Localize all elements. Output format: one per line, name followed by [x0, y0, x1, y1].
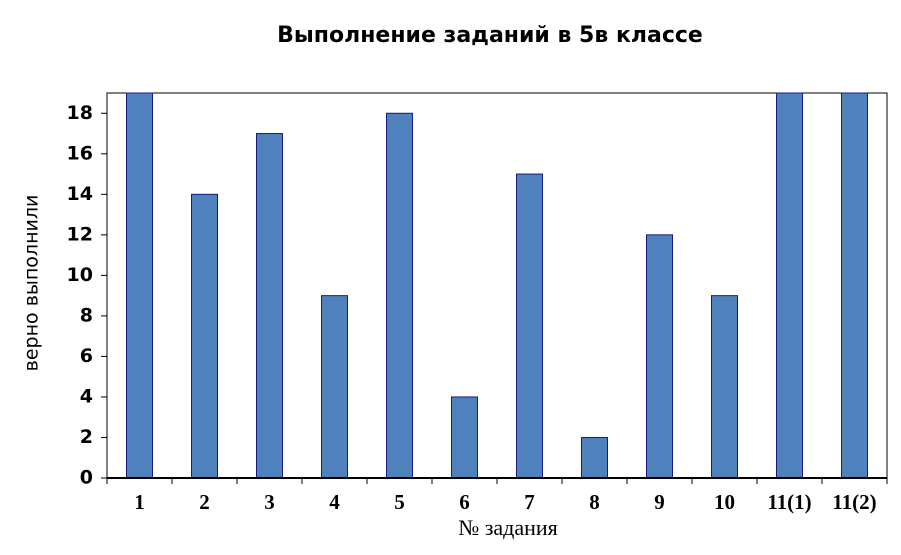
x-tick-label: 4: [329, 490, 340, 514]
x-tick-label: 9: [654, 490, 665, 514]
x-tick-label: 11(1): [767, 490, 811, 514]
y-tick-label: 2: [80, 426, 93, 448]
y-tick-label: 14: [67, 183, 93, 205]
bar: [516, 173, 543, 479]
chart-title: Выполнение заданий в 5в классе: [277, 23, 703, 48]
y-tick-label: 0: [80, 467, 93, 489]
bar: [841, 92, 868, 479]
x-axis-label: № задания: [458, 515, 558, 540]
x-tick-label: 5: [394, 490, 405, 514]
bar: [776, 92, 803, 479]
y-tick-label: 12: [67, 223, 93, 245]
bar: [646, 234, 673, 479]
bar: [581, 436, 608, 479]
bar: [711, 295, 738, 479]
x-tick-label: 10: [714, 490, 735, 514]
bar: [191, 193, 218, 479]
x-tick-label: 7: [524, 490, 535, 514]
bar: [321, 295, 348, 479]
bar: [451, 396, 478, 479]
y-tick-label: 4: [80, 385, 93, 407]
y-tick-label: 6: [80, 345, 93, 367]
x-tick-label: 1: [134, 490, 145, 514]
bar: [126, 92, 153, 479]
y-tick-label: 8: [80, 304, 93, 326]
x-tick-label: 8: [589, 490, 600, 514]
x-tick-label: 3: [264, 490, 275, 514]
x-tick-label: 6: [459, 490, 470, 514]
y-tick-label: 10: [67, 264, 93, 286]
y-axis-label: верно выполнили: [21, 195, 43, 372]
plot-frame: [106, 92, 888, 479]
x-tick-label: 2: [199, 490, 210, 514]
y-tick-label: 16: [67, 142, 93, 164]
y-tick-label: 18: [67, 102, 93, 124]
bar: [256, 133, 283, 479]
bar: [386, 112, 413, 479]
x-tick-label: 11(2): [832, 490, 876, 514]
